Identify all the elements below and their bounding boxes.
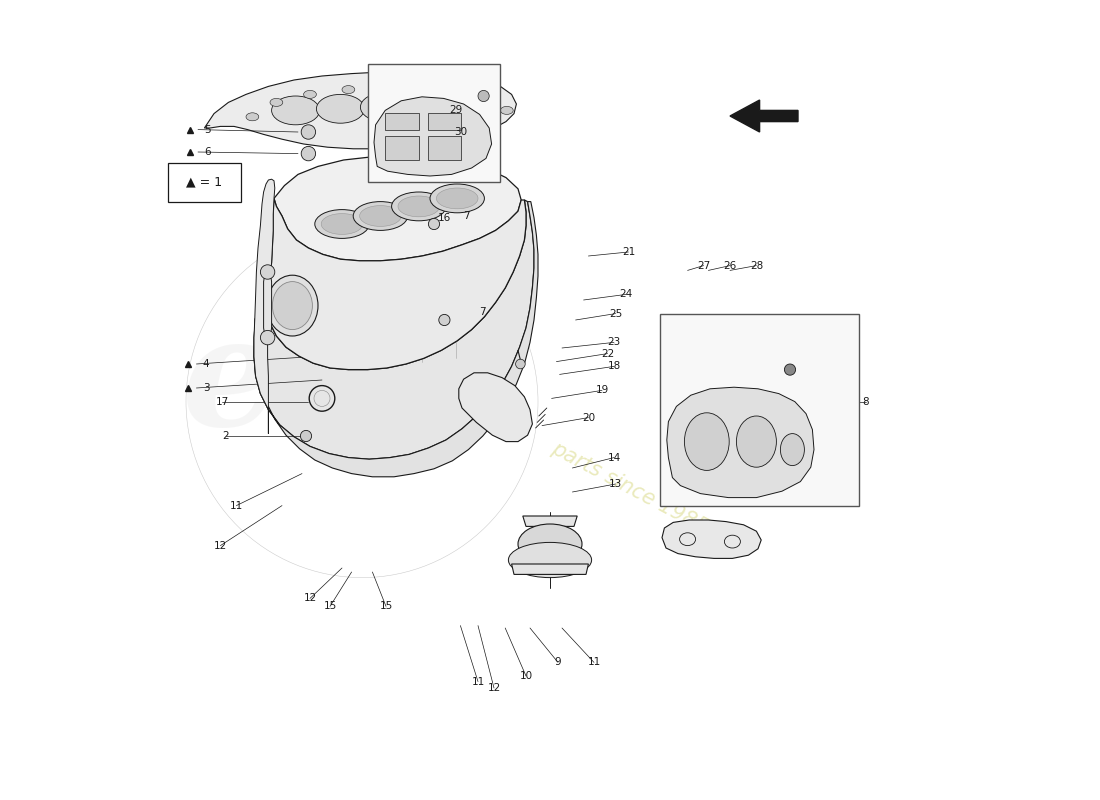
Ellipse shape	[353, 202, 408, 230]
Ellipse shape	[483, 96, 496, 104]
Text: 11: 11	[587, 658, 601, 667]
Ellipse shape	[301, 146, 316, 161]
Ellipse shape	[684, 413, 729, 470]
Text: 16: 16	[438, 213, 451, 222]
Text: 22: 22	[601, 349, 614, 358]
Polygon shape	[274, 155, 521, 261]
Ellipse shape	[508, 542, 592, 578]
Text: 21: 21	[621, 247, 635, 257]
Text: 11: 11	[472, 677, 485, 686]
Ellipse shape	[301, 125, 316, 139]
Polygon shape	[254, 200, 534, 459]
Ellipse shape	[780, 434, 804, 466]
Ellipse shape	[360, 206, 401, 226]
Text: 12: 12	[304, 594, 317, 603]
Ellipse shape	[381, 84, 393, 92]
Text: 10: 10	[519, 671, 532, 681]
Ellipse shape	[267, 275, 318, 336]
Polygon shape	[374, 97, 492, 176]
Text: parts since 1985: parts since 1985	[549, 438, 712, 538]
Text: 18: 18	[607, 362, 620, 371]
Text: 24: 24	[619, 290, 632, 299]
Text: 25: 25	[609, 309, 623, 318]
Ellipse shape	[419, 84, 431, 92]
Text: 7: 7	[463, 211, 470, 221]
Ellipse shape	[428, 218, 440, 230]
Ellipse shape	[273, 282, 312, 330]
Ellipse shape	[478, 90, 490, 102]
Ellipse shape	[439, 314, 450, 326]
Ellipse shape	[455, 87, 469, 95]
Polygon shape	[205, 72, 516, 149]
Ellipse shape	[437, 188, 478, 209]
Text: 13: 13	[609, 479, 623, 489]
Text: 5: 5	[205, 125, 211, 134]
Polygon shape	[512, 564, 588, 574]
Ellipse shape	[398, 196, 440, 217]
Ellipse shape	[405, 91, 452, 120]
Polygon shape	[254, 179, 275, 434]
Polygon shape	[730, 100, 798, 132]
Polygon shape	[267, 198, 526, 370]
Bar	[660, 314, 859, 506]
Text: 15: 15	[323, 602, 337, 611]
Ellipse shape	[272, 96, 320, 125]
Bar	[167, 163, 241, 202]
Ellipse shape	[246, 113, 258, 121]
Ellipse shape	[518, 524, 582, 564]
Ellipse shape	[270, 98, 283, 106]
Ellipse shape	[317, 94, 364, 123]
Text: 2: 2	[222, 431, 229, 441]
Text: 4: 4	[202, 359, 209, 369]
Text: 6: 6	[205, 147, 211, 157]
Ellipse shape	[315, 210, 370, 238]
Text: 11: 11	[230, 501, 243, 510]
Bar	[428, 136, 461, 160]
Bar	[385, 113, 419, 130]
Ellipse shape	[430, 184, 484, 213]
Polygon shape	[254, 202, 538, 477]
Text: 30: 30	[454, 127, 467, 137]
Polygon shape	[667, 387, 814, 498]
Ellipse shape	[784, 364, 795, 375]
Ellipse shape	[392, 192, 446, 221]
Ellipse shape	[304, 90, 317, 98]
Text: 12: 12	[487, 683, 500, 693]
Bar	[385, 136, 419, 160]
Text: 7: 7	[478, 307, 485, 317]
Text: 23: 23	[607, 338, 620, 347]
Text: ▲ = 1: ▲ = 1	[186, 176, 222, 189]
Text: 26: 26	[724, 261, 737, 270]
Ellipse shape	[261, 330, 275, 345]
Ellipse shape	[300, 430, 311, 442]
Text: a passion for parts: a passion for parts	[304, 397, 444, 454]
Bar	[367, 64, 499, 182]
Ellipse shape	[516, 359, 525, 369]
Text: 17: 17	[216, 397, 229, 406]
Text: 14: 14	[607, 453, 620, 462]
Text: 19: 19	[595, 386, 608, 395]
Text: 8: 8	[862, 397, 869, 406]
Text: 20: 20	[582, 413, 595, 422]
Text: 12: 12	[213, 541, 227, 550]
Polygon shape	[264, 270, 272, 338]
Text: 9: 9	[554, 658, 561, 667]
Text: 29: 29	[449, 106, 462, 115]
Ellipse shape	[361, 93, 408, 122]
Ellipse shape	[736, 416, 777, 467]
Polygon shape	[459, 373, 532, 442]
Ellipse shape	[321, 214, 363, 234]
Text: 15: 15	[379, 602, 393, 611]
Polygon shape	[522, 516, 578, 526]
Polygon shape	[662, 520, 761, 558]
Text: 28: 28	[750, 261, 763, 270]
Ellipse shape	[261, 265, 275, 279]
Text: eu: eu	[182, 310, 390, 458]
Text: 3: 3	[202, 383, 209, 393]
Ellipse shape	[342, 86, 355, 94]
Text: 27: 27	[697, 261, 711, 270]
Bar	[428, 113, 461, 130]
Ellipse shape	[500, 106, 514, 114]
